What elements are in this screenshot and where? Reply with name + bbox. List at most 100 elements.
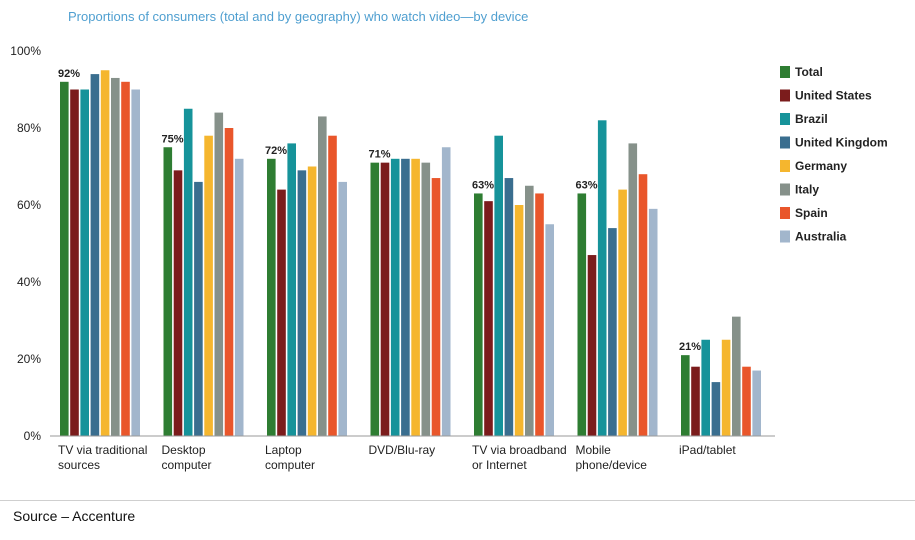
bar <box>721 339 731 436</box>
legend-label: United Kingdom <box>795 136 888 150</box>
bar <box>390 158 400 437</box>
bar <box>504 178 514 437</box>
bar <box>577 193 587 436</box>
bar-chart: Proportions of consumers (total and by g… <box>10 9 888 472</box>
bar <box>214 112 224 436</box>
legend-label: Brazil <box>795 112 828 126</box>
legend-swatch <box>780 89 790 102</box>
bar <box>60 81 69 437</box>
bar <box>545 224 554 436</box>
legend-label: Spain <box>795 206 828 220</box>
legend-swatch <box>780 183 790 196</box>
data-label: 92% <box>58 68 80 80</box>
footer-divider <box>0 500 915 501</box>
legend-swatch <box>780 160 790 172</box>
bar <box>535 193 544 436</box>
bar <box>111 77 120 436</box>
x-tick-label: DVD/Blu-ray <box>369 443 436 457</box>
bars <box>60 70 761 437</box>
bar <box>401 158 410 437</box>
x-tick-label: TV via traditional sources <box>58 443 147 472</box>
x-tick-label: Desktop computer <box>162 443 212 472</box>
legend-swatch <box>780 207 790 219</box>
bar <box>474 193 483 436</box>
source-note: Source – Accenture <box>13 508 136 524</box>
bar <box>597 120 607 437</box>
bar <box>638 174 648 436</box>
bar <box>90 74 100 436</box>
y-tick-label: 0% <box>24 429 42 443</box>
chart-title: Proportions of consumers (total and by g… <box>68 9 528 24</box>
bar <box>307 166 317 436</box>
bar <box>411 158 420 437</box>
bar <box>514 205 524 436</box>
bar <box>711 382 721 436</box>
legend-label: Australia <box>795 230 847 244</box>
legend-swatch <box>780 136 790 149</box>
bar <box>587 255 597 436</box>
bar <box>224 128 234 436</box>
bar <box>431 178 441 437</box>
data-label: 63% <box>576 179 598 191</box>
bar <box>173 170 183 436</box>
x-tick-label: TV via broadband or Internet <box>472 443 567 472</box>
legend-label: Total <box>795 65 823 79</box>
bar <box>752 370 761 436</box>
x-axis: TV via traditional sources Desktop computer… <box>50 435 775 472</box>
bar <box>204 135 213 436</box>
y-tick-label: 80% <box>17 121 41 135</box>
bar <box>681 355 690 436</box>
bar <box>380 162 390 436</box>
bar <box>328 135 337 436</box>
legend-label: Italy <box>795 183 819 197</box>
bar <box>370 162 380 436</box>
bar <box>484 201 493 436</box>
bar <box>131 89 140 436</box>
bar <box>338 181 347 436</box>
bar <box>618 189 627 436</box>
bar <box>163 147 173 436</box>
y-tick-label: 20% <box>17 352 41 366</box>
bar <box>318 116 327 436</box>
bar <box>628 143 638 436</box>
bar <box>121 81 130 437</box>
legend-label: Germany <box>795 159 847 173</box>
data-label: 75% <box>162 133 184 145</box>
legend-label: United States <box>795 89 872 103</box>
bar <box>525 185 534 436</box>
legend-swatch <box>780 66 790 78</box>
bar <box>494 135 503 436</box>
bar <box>421 162 431 436</box>
legend-swatch <box>780 113 790 125</box>
legend: Total United States Brazil United Kingdom Ge… <box>780 65 888 244</box>
bar <box>234 158 244 437</box>
data-labels: 92% 75% 72% 71% 63% 63% 21% <box>58 68 701 353</box>
bar <box>100 70 110 436</box>
data-label: 72% <box>265 145 287 157</box>
bar <box>297 170 307 436</box>
y-axis: 0% 20% 40% 60% 80% 100% <box>10 44 41 443</box>
bar <box>80 89 89 436</box>
bar <box>70 89 79 436</box>
bar <box>701 339 710 436</box>
x-tick-label: iPad/tablet <box>679 443 736 457</box>
bar <box>194 181 203 436</box>
legend-swatch <box>780 230 790 243</box>
bar <box>441 147 451 436</box>
x-tick-label: Mobile phone/device <box>576 443 648 472</box>
data-label: 63% <box>472 179 494 191</box>
bar <box>691 366 700 436</box>
y-tick-label: 40% <box>17 275 41 289</box>
bar <box>287 143 296 436</box>
y-tick-label: 60% <box>17 198 41 212</box>
bar <box>742 366 751 436</box>
bar <box>608 228 617 436</box>
bar <box>267 158 276 437</box>
bar <box>183 108 193 436</box>
data-label: 21% <box>679 341 701 353</box>
y-tick-label: 100% <box>10 44 41 58</box>
x-tick-label: Laptop computer <box>265 443 315 472</box>
bar <box>648 208 658 436</box>
data-label: 71% <box>369 149 391 161</box>
bar <box>732 316 741 436</box>
